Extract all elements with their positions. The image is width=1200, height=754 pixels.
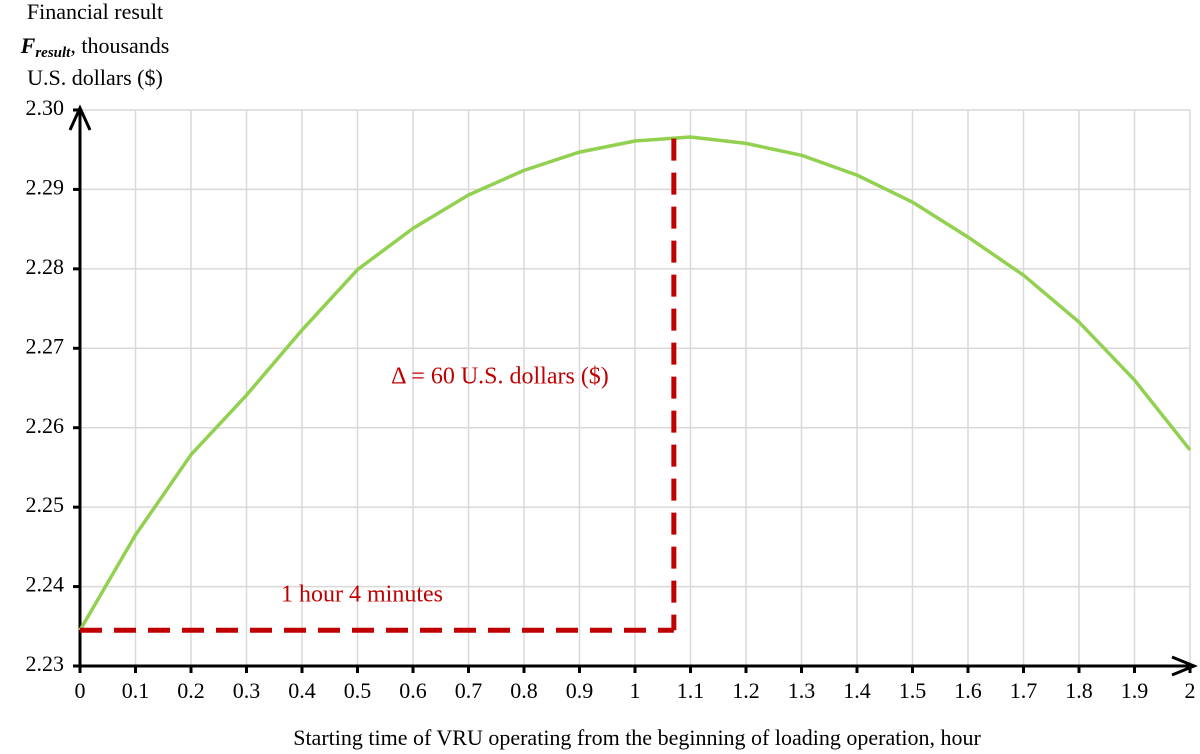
y-tick-label: 2.27	[26, 333, 65, 358]
x-tick-label: 0.4	[288, 678, 316, 703]
x-tick-label: 0.6	[399, 678, 427, 703]
y-tick-label: 2.29	[26, 174, 65, 199]
x-tick-label: 1.1	[677, 678, 705, 703]
y-tick-label: 2.25	[26, 492, 65, 517]
y-axis-label: Financial result	[27, 0, 163, 24]
y-axis-label: U.S. dollars ($)	[27, 65, 163, 90]
x-tick-label: 1.6	[954, 678, 982, 703]
x-tick-label: 0.8	[510, 678, 538, 703]
x-axis-arrow	[1171, 655, 1198, 677]
x-tick-label: 1.4	[843, 678, 871, 703]
x-tick-label: 0.3	[233, 678, 261, 703]
y-axis-arrow	[68, 104, 92, 131]
x-tick-label: 1.9	[1121, 678, 1149, 703]
y-tick-label: 2.26	[26, 413, 65, 438]
y-axis-label-rest: , thousands	[70, 33, 169, 58]
x-tick-label: 1.7	[1010, 678, 1038, 703]
y-axis-symbol: F	[20, 33, 36, 58]
y-axis-label: Fresult, thousands	[20, 33, 170, 61]
y-tick-label: 2.28	[26, 254, 65, 279]
x-tick-label: 0.7	[455, 678, 483, 703]
y-tick-label: 2.24	[26, 572, 65, 597]
x-tick-label: 0.2	[177, 678, 205, 703]
annotation: Δ = 60 U.S. dollars ($)	[391, 364, 609, 390]
x-tick-label: 0.5	[344, 678, 372, 703]
annotation: 1 hour 4 minutes	[281, 582, 443, 608]
x-axis-label: Starting time of VRU operating from the …	[293, 725, 981, 750]
y-axis-subscript: result	[35, 45, 71, 61]
x-tick-label: 0.9	[566, 678, 594, 703]
x-tick-label: 1.8	[1065, 678, 1093, 703]
x-tick-label: 1.3	[788, 678, 816, 703]
y-tick-label: 2.23	[26, 651, 65, 676]
line	[78, 135, 1192, 632]
x-tick-label: 1	[630, 678, 641, 703]
x-tick-label: 1.5	[899, 678, 927, 703]
y-tick-label: 2.30	[26, 95, 65, 120]
x-tick-label: 1.2	[732, 678, 760, 703]
x-tick-label: 0.1	[122, 678, 150, 703]
x-tick-label: 2	[1185, 678, 1196, 703]
x-tick-label: 0	[75, 678, 86, 703]
